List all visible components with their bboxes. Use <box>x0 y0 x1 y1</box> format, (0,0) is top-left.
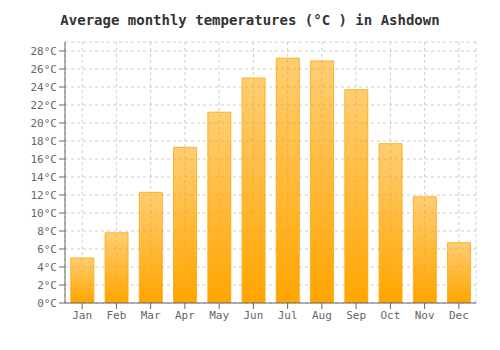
svg-text:18°C: 18°C <box>31 135 58 148</box>
svg-text:Nov: Nov <box>415 309 435 322</box>
svg-text:Feb: Feb <box>106 309 126 322</box>
html-text:Average monthly temperatures (: Average monthly temperatures (°C ) in As… <box>60 12 440 28</box>
svg-text:20°C: 20°C <box>31 117 58 130</box>
svg-text:Mar: Mar <box>141 309 161 322</box>
svg-text:14°C: 14°C <box>31 171 58 184</box>
svg-text:May: May <box>209 309 229 322</box>
svg-text:28°C: 28°C <box>31 45 58 58</box>
svg-text:16°C: 16°C <box>31 153 58 166</box>
svg-text:12°C: 12°C <box>31 189 58 202</box>
svg-text:10°C: 10°C <box>31 207 58 220</box>
svg-text:24°C: 24°C <box>31 81 58 94</box>
svg-text:Aug: Aug <box>312 309 332 322</box>
svg-text:Dec: Dec <box>449 309 469 322</box>
svg-text:8°C: 8°C <box>37 225 57 238</box>
svg-text:Apr: Apr <box>175 309 195 322</box>
svg-text:Jun: Jun <box>243 309 263 322</box>
svg-text:0°C: 0°C <box>37 297 57 310</box>
svg-text:Sep: Sep <box>346 309 366 322</box>
svg-text:6°C: 6°C <box>37 243 57 256</box>
svg-text:22°C: 22°C <box>31 99 58 112</box>
svg-text:Jan: Jan <box>72 309 92 322</box>
svg-text:Oct: Oct <box>380 309 400 322</box>
svg-text:Jul: Jul <box>278 309 298 322</box>
svg-text:2°C: 2°C <box>37 279 57 292</box>
svg-text:26°C: 26°C <box>31 63 58 76</box>
svg-text:4°C: 4°C <box>37 261 57 274</box>
